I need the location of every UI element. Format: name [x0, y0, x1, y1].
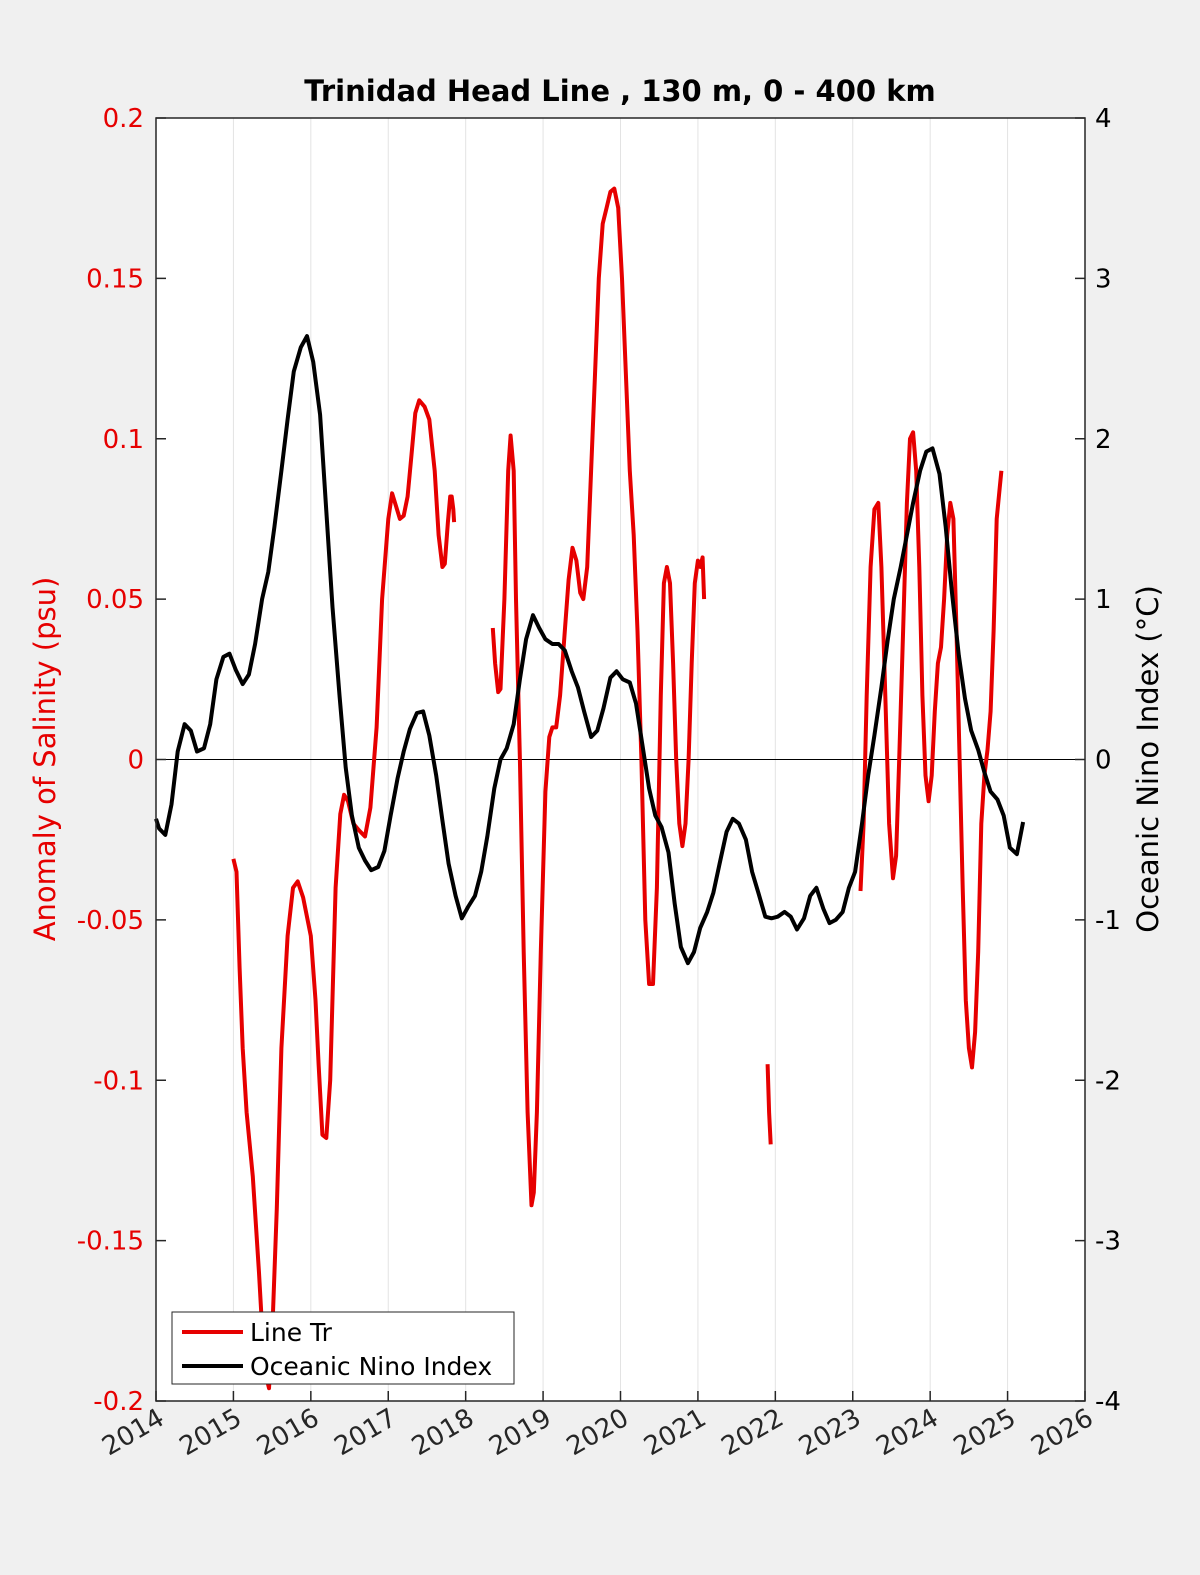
left-tick-label: -0.15: [77, 1227, 144, 1257]
left-tick-label: -0.2: [93, 1387, 144, 1417]
left-tick-label: 0.15: [86, 264, 144, 294]
left-tick-label: 0.1: [103, 425, 144, 455]
series-segment-0: [154, 334, 1026, 966]
left-axis: 0.2 0.15 0.1 0.05 0 -0.05 -0.1 -0.15 -0.2: [77, 104, 166, 1417]
right-tick-label: -1: [1095, 906, 1121, 936]
right-axis: 4 3 2 1 0 -1 -2 -3 -4: [1075, 104, 1121, 1417]
series-segment-3: [858, 430, 1004, 1070]
chart-title: Trinidad Head Line , 130 m, 0 - 400 km: [304, 74, 935, 108]
right-tick-label: 0: [1095, 746, 1112, 776]
legend-box: [171, 1311, 515, 1385]
left-tick-label: -0.05: [77, 906, 144, 936]
legend-label-oni: Oceanic Nino Index: [250, 1352, 492, 1381]
right-tick-label: 2: [1095, 425, 1112, 455]
left-tick-label: 0.05: [86, 585, 144, 615]
right-tick-label: -3: [1095, 1227, 1121, 1257]
left-tick-label: -0.1: [93, 1066, 144, 1096]
series-segment-2: [765, 1064, 773, 1145]
right-tick-label: 4: [1095, 104, 1112, 134]
series-segment-1: [490, 186, 707, 1208]
legend: Line Tr Oceanic Nino Index: [171, 1311, 515, 1385]
left-tick-label: 0.2: [103, 104, 144, 134]
right-tick-label: -2: [1095, 1066, 1121, 1096]
left-axis-label: Anomaly of Salinity (psu): [28, 577, 62, 942]
left-tick-label: 0: [127, 746, 144, 776]
right-axis-label: Oceanic Nino Index (°C): [1131, 585, 1165, 933]
right-tick-label: -4: [1095, 1387, 1121, 1417]
right-tick-label: 1: [1095, 585, 1112, 615]
right-tick-label: 3: [1095, 264, 1112, 294]
series-oni: [154, 334, 1026, 966]
legend-label-line-tr: Line Tr: [250, 1318, 333, 1347]
